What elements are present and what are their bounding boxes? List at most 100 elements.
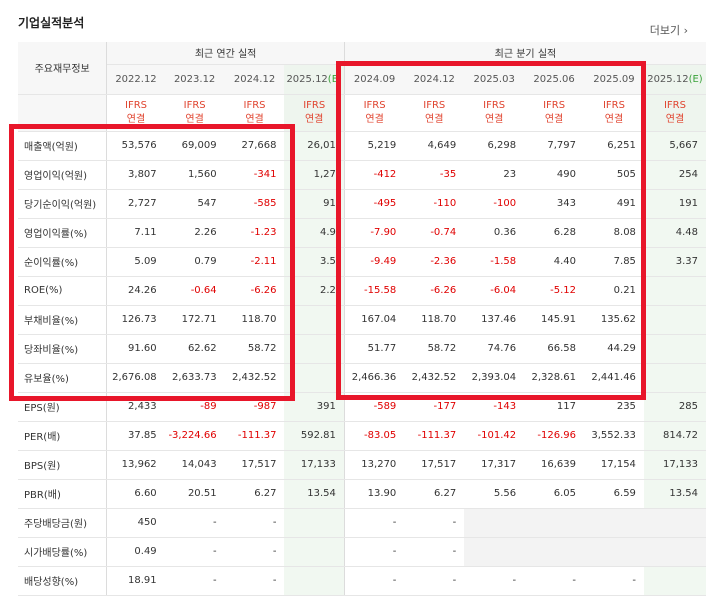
cell-value: 51.77 <box>344 334 405 364</box>
row-label: 매출액(억원) <box>18 131 108 161</box>
ifrs-label: IFRS 연결 <box>524 94 585 132</box>
table-row: ROE(%) 24.26 -0.64 -6.26 2.2 -15.58 -6.26 -6.04… <box>18 276 706 306</box>
cell-value: 7.85 <box>584 247 644 277</box>
cell-value <box>643 537 706 567</box>
ifrs-label: IFRS 연결 <box>224 94 285 132</box>
cell-value: 17,517 <box>404 450 465 480</box>
cell-value: - <box>464 566 525 596</box>
more-link[interactable]: 더보기 › <box>650 22 688 38</box>
ifrs-line1: IFRS <box>543 99 566 111</box>
table-row: 순이익률(%) 5.09 0.79 -2.11 3.5 -9.49 -2.36 -1.58 4.… <box>18 247 706 277</box>
cell-value: 62.62 <box>164 334 225 364</box>
row-label: 유보율(%) <box>18 363 108 393</box>
cell-value: - <box>404 508 465 538</box>
cell-value: 1,560 <box>164 160 225 190</box>
cell-value: - <box>344 566 405 596</box>
table-row: 당기순이익(억원) 2,727 547 -585 91 -495 -110 -100 343 49… <box>18 189 706 219</box>
cell-value: 118.70 <box>404 305 465 335</box>
cell-value: 491 <box>584 189 644 219</box>
cell-value: 6.27 <box>224 479 285 509</box>
cell-value: 0.36 <box>464 218 525 248</box>
cell-value: 27,668 <box>224 131 285 161</box>
cell-value: 4.48 <box>643 218 706 248</box>
cell-value: 13,962 <box>106 450 165 480</box>
cell-value <box>524 508 585 538</box>
cell-value: 17,133 <box>284 450 345 480</box>
cell-value <box>284 334 345 364</box>
cell-value: 37.85 <box>106 421 165 451</box>
ifrs-label: IFRS 연결 <box>584 94 644 132</box>
ifrs-line1: IFRS <box>663 99 686 111</box>
period-header: 2025.09 <box>584 64 644 95</box>
cell-value: -6.26 <box>404 276 465 306</box>
cell-value: -0.64 <box>164 276 225 306</box>
cell-value: 2,432.52 <box>404 363 465 393</box>
cell-value: 7,797 <box>524 131 585 161</box>
cell-value: 137.46 <box>464 305 525 335</box>
row-label: 배당성향(%) <box>18 566 108 596</box>
cell-value: 44.29 <box>584 334 644 364</box>
row-label: 영업이익(억원) <box>18 160 108 190</box>
table-row: 매출액(억원) 53,576 69,009 27,668 26,01 5,219 4,649… <box>18 131 706 161</box>
cell-value: 2,633.73 <box>164 363 225 393</box>
table-row: 영업이익(억원) 3,807 1,560 -341 1,27 -412 -35 23 490 50… <box>18 160 706 190</box>
cell-value: 26,01 <box>284 131 345 161</box>
ifrs-line2: 연결 <box>484 113 504 125</box>
cell-value <box>643 305 706 335</box>
cell-value: -83.05 <box>344 421 405 451</box>
period-header: 2022.12 <box>106 64 165 95</box>
row-label: 당좌비율(%) <box>18 334 108 364</box>
cell-value <box>464 508 525 538</box>
cell-value: 7.11 <box>106 218 165 248</box>
cell-value: 6.59 <box>584 479 644 509</box>
table-row: BPS(원) 13,962 14,043 17,517 17,133 13,270 17,5… <box>18 450 706 480</box>
cell-value: -110 <box>404 189 465 219</box>
cell-value: 17,317 <box>464 450 525 480</box>
cell-value: -2.11 <box>224 247 285 277</box>
cell-value: 17,517 <box>224 450 285 480</box>
cell-value: 13.54 <box>643 479 706 509</box>
table-row: 주당배당금(원) 450- - - - <box>18 508 706 538</box>
cell-value: 2,433 <box>106 392 165 422</box>
cell-value: 24.26 <box>106 276 165 306</box>
cell-value: -6.26 <box>224 276 285 306</box>
cell-value: 118.70 <box>224 305 285 335</box>
period-header: 2024.12 <box>404 64 465 95</box>
period-label: 2024.12 <box>413 73 455 85</box>
ifrs-label: IFRS 연결 <box>643 94 706 132</box>
cell-value: 58.72 <box>404 334 465 364</box>
cell-value: 6.60 <box>106 479 165 509</box>
cell-value <box>643 363 706 393</box>
cell-value <box>643 566 706 596</box>
row-label: PER(배) <box>18 421 108 451</box>
cell-value: 4.9 <box>284 218 345 248</box>
cell-value: 2.26 <box>164 218 225 248</box>
cell-value: 0.21 <box>584 276 644 306</box>
period-label: 2025.09 <box>593 73 635 85</box>
period-header: 2025.03 <box>464 64 525 95</box>
cell-value: 5.09 <box>106 247 165 277</box>
period-label: 2025.03 <box>473 73 515 85</box>
ifrs-label: IFRS 연결 <box>164 94 225 132</box>
cell-value: -5.12 <box>524 276 585 306</box>
cell-value: 0.49 <box>106 537 165 567</box>
ifrs-line1: IFRS <box>303 99 326 111</box>
cell-value: 2.2 <box>284 276 345 306</box>
cell-value: 135.62 <box>584 305 644 335</box>
cell-value: 2,328.61 <box>524 363 585 393</box>
period-label: 2022.12 <box>115 73 157 85</box>
cell-value: - <box>344 508 405 538</box>
cell-value: - <box>164 566 225 596</box>
ifrs-line2: 연결 <box>544 113 564 125</box>
cell-value <box>643 334 706 364</box>
period-header: 2025.12(E) <box>643 64 706 95</box>
table-row: EPS(원) 2,433 -89 -987 391 -589 -177 -143 117 235 2… <box>18 392 706 422</box>
cell-value: - <box>584 566 644 596</box>
ifrs-line1: IFRS <box>363 99 386 111</box>
ifrs-line1: IFRS <box>243 99 266 111</box>
cell-value: 3.5 <box>284 247 345 277</box>
row-label: BPS(원) <box>18 450 108 480</box>
cell-value <box>284 537 345 567</box>
cell-value: 5.56 <box>464 479 525 509</box>
cell-value: -3,224.66 <box>164 421 225 451</box>
